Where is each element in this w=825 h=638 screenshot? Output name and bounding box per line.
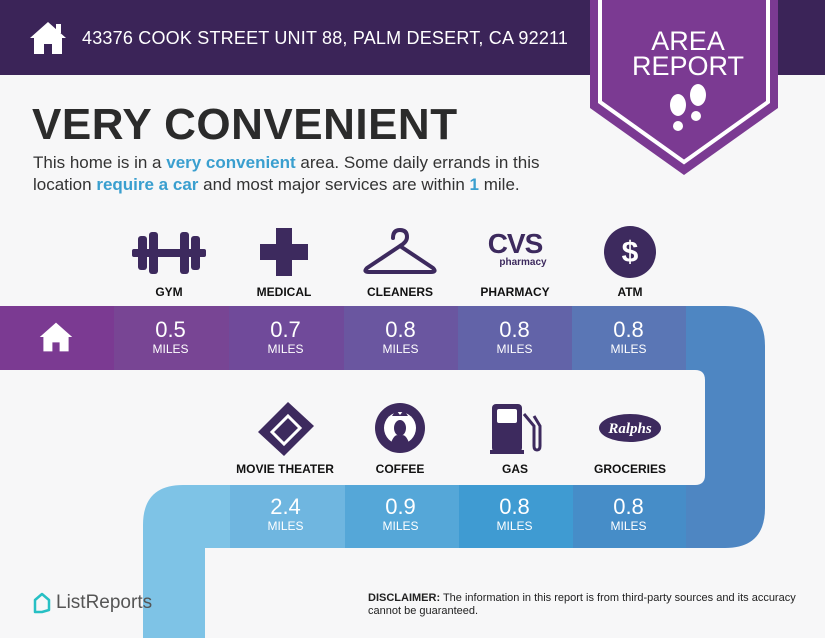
listreports-logo: ListReports: [32, 592, 152, 614]
page-title: VERY CONVENIENT: [32, 100, 458, 149]
cvs-logo: CVS pharmacy: [487, 228, 547, 268]
listreports-icon: [33, 592, 51, 614]
atm-label: ATM: [617, 285, 643, 299]
medical-cross-icon: [260, 228, 308, 276]
home-icon: [30, 22, 66, 54]
disclaimer: DISCLAIMER: The information in this repo…: [368, 592, 796, 617]
medical-distance: 0.7 MILES: [267, 317, 304, 357]
ralphs-logo: Ralphs: [599, 414, 661, 442]
footprints-icon: [670, 84, 706, 131]
address: 43376 COOK STREET UNIT 88, PALM DESERT, …: [82, 28, 569, 48]
movie-theater-label: MOVIE THEATER: [236, 462, 334, 476]
movie-theater-distance: 2.4 MILES: [267, 494, 304, 534]
area-report-badge: [590, 0, 778, 175]
groceries-distance: 0.8 MILES: [610, 494, 647, 534]
dumbbell-icon: [132, 232, 206, 274]
hanger-icon: [363, 228, 437, 274]
badge-line1: AREA: [651, 26, 725, 56]
svg-text:Ralphs: Ralphs: [607, 421, 652, 437]
dollar-icon: $: [604, 226, 656, 278]
medical-label: MEDICAL: [256, 285, 312, 299]
gas-distance: 0.8 MILES: [496, 494, 533, 534]
coffee-label: COFFEE: [375, 462, 425, 476]
pharmacy-label: PHARMACY: [480, 285, 550, 299]
badge-line2: REPORT: [631, 51, 745, 81]
ticket-icon: [258, 402, 314, 456]
starbucks-logo: [375, 403, 425, 453]
cleaners-distance: 0.8 MILES: [382, 317, 419, 357]
gas-pump-icon: [490, 404, 542, 454]
brand-name: ListReports: [56, 592, 153, 613]
svg-text:$: $: [622, 236, 639, 269]
gas-label: GAS: [501, 462, 528, 476]
atm-distance: 0.8 MILES: [610, 317, 647, 357]
coffee-distance: 0.9 MILES: [382, 494, 419, 534]
groceries-label: GROCERIES: [593, 462, 666, 476]
gym-distance: 0.5 MILES: [152, 317, 189, 357]
description: This home is in a very convenient area. …: [33, 153, 540, 194]
gym-label: GYM: [155, 285, 183, 299]
home-icon: [39, 322, 73, 352]
cleaners-label: CLEANERS: [366, 285, 433, 299]
pharmacy-distance: 0.8 MILES: [496, 317, 533, 357]
